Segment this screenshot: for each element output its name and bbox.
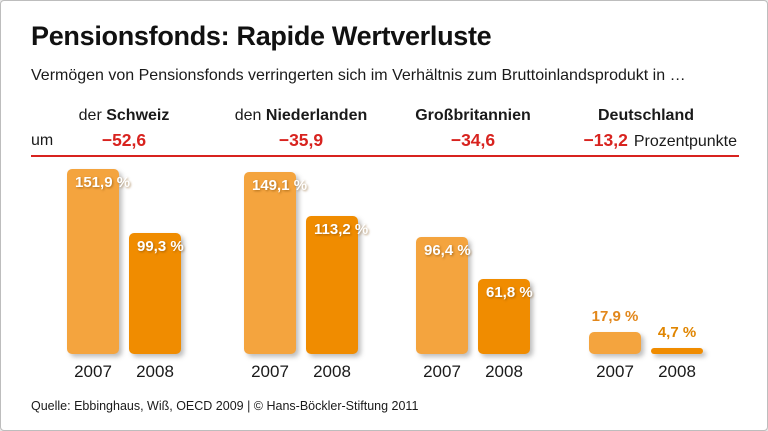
group-header-prefix: der xyxy=(78,107,107,124)
year-label-grossbritannien-2008: 2008 xyxy=(485,362,523,381)
delta-value-schweiz: −52,6 xyxy=(101,130,147,150)
delta-value-deutschland: −13,2 xyxy=(583,130,628,150)
bar-niederlanden-2007: 149,1 % xyxy=(244,172,307,354)
year-label-niederlanden-2008: 2008 xyxy=(313,362,351,381)
group-header-grossbritannien: Großbritannien xyxy=(383,107,563,125)
group-header-niederlanden: den Niederlanden xyxy=(211,107,391,125)
bar-value-label-schweiz-2008: 99,3 % xyxy=(137,238,184,255)
group-header-name: Niederlanden xyxy=(265,107,368,124)
year-label-niederlanden-2007: 2007 xyxy=(251,362,289,381)
page-title: Pensionsfonds: Rapide Wertverluste xyxy=(31,21,492,51)
group-header-prefix: den xyxy=(234,107,266,124)
group-header-name: Großbritannien xyxy=(415,107,531,124)
bar-schweiz-2008: 99,3 % xyxy=(129,233,184,354)
bar-schweiz-2007: 151,9 % xyxy=(67,169,130,354)
group-header-schweiz: der Schweiz xyxy=(34,107,214,125)
year-label-grossbritannien-2007: 2007 xyxy=(423,362,461,381)
delta-value-niederlanden: −35,9 xyxy=(278,130,324,150)
bar-value-label-grossbritannien-2008: 61,8 % xyxy=(486,284,533,301)
year-label-schweiz-2008: 2008 xyxy=(136,362,174,381)
bar-value-label-deutschland-2007: 17,9 % xyxy=(591,308,639,325)
bar-niederlanden-2008: 113,2 % xyxy=(306,216,368,354)
delta-deutschland-with-unit: −13,2 Prozentpunkte xyxy=(584,130,737,151)
group-header-deutschland: Deutschland xyxy=(556,107,736,125)
group-header-name: Deutschland xyxy=(597,107,694,124)
red-divider-rule xyxy=(31,155,739,157)
delta-unit-label: Prozentpunkte xyxy=(633,133,737,150)
year-label-deutschland-2008: 2008 xyxy=(658,362,696,381)
bar-value-label-grossbritannien-2007: 96,4 % xyxy=(424,242,471,259)
bar-grossbritannien-2007: 96,4 % xyxy=(416,237,471,354)
bar-value-label-deutschland-2008: 4,7 % xyxy=(657,324,697,341)
delta-value-grossbritannien: −34,6 xyxy=(450,130,496,150)
bar-value-label-niederlanden-2008: 113,2 % xyxy=(314,221,369,238)
bar-grossbritannien-2008: 61,8 % xyxy=(478,279,533,354)
year-label-schweiz-2007: 2007 xyxy=(74,362,112,381)
um-label: um xyxy=(31,132,54,149)
year-label-deutschland-2007: 2007 xyxy=(596,362,634,381)
bar-deutschland-2007 xyxy=(589,332,641,354)
chart-subtitle: Vermögen von Pensionsfonds verringerten … xyxy=(31,67,686,84)
source-line: Quelle: Ebbinghaus, Wiß, OECD 2009 | © H… xyxy=(31,399,419,413)
bar-value-label-schweiz-2007: 151,9 % xyxy=(75,174,131,191)
group-header-name: Schweiz xyxy=(106,107,170,124)
bar-deutschland-2008 xyxy=(651,348,703,354)
bar-value-label-niederlanden-2007: 149,1 % xyxy=(252,177,308,194)
